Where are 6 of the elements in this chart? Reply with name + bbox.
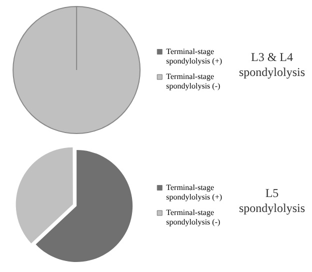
legend-label: Terminal-stage spondylolysis (+) [166, 182, 222, 202]
legend-label: Terminal-stage spondylolysis (+) [166, 46, 222, 66]
text: L3 & L4 spondylolysis [238, 50, 306, 80]
text: L5 spondylolysis [238, 186, 306, 216]
legend-label: Terminal-stage spondylolysis (-) [166, 208, 220, 227]
legend-label: Terminal-stage spondylolysis (-) [166, 72, 220, 91]
